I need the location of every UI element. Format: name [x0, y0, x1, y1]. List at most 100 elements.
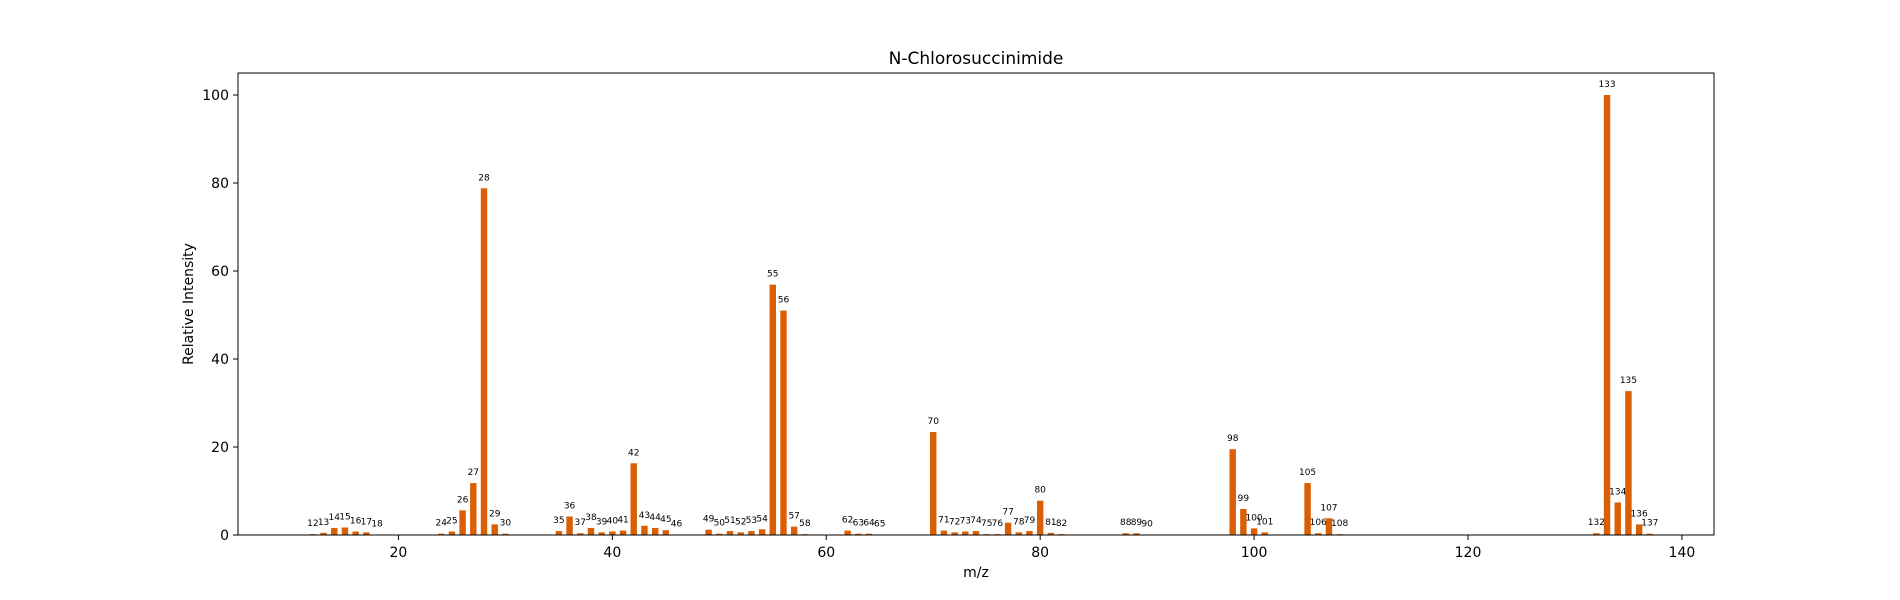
- bar-label-mz-40: 40: [607, 516, 619, 526]
- bar-mz-37: [577, 533, 584, 535]
- bar-mz-89: [1133, 533, 1140, 535]
- bar-mz-45: [662, 530, 670, 535]
- bar-mz-16: [352, 531, 359, 535]
- bar-mz-106: [1315, 533, 1322, 535]
- bar-mz-63: [855, 533, 862, 535]
- y-tick-label: 100: [202, 88, 229, 104]
- bar-mz-25: [448, 531, 456, 535]
- bar-label-mz-81: 81: [1045, 518, 1056, 528]
- bar-label-mz-14: 14: [329, 513, 341, 523]
- bar-label-mz-35: 35: [553, 516, 564, 526]
- bar-label-mz-39: 39: [596, 517, 608, 527]
- bar-label-mz-46: 46: [671, 520, 683, 530]
- bar-label-mz-28: 28: [478, 173, 490, 183]
- bar-label-mz-55: 55: [767, 270, 778, 280]
- bar-mz-13: [320, 532, 327, 535]
- bar-label-mz-74: 74: [970, 516, 982, 526]
- bar-mz-133: [1603, 95, 1611, 535]
- y-tick-label: 0: [220, 528, 229, 544]
- bar-label-mz-82: 82: [1056, 519, 1067, 529]
- bar-mz-134: [1614, 502, 1621, 535]
- x-tick-label: 140: [1669, 545, 1696, 561]
- bar-mz-79: [1026, 531, 1033, 535]
- bar-label-mz-56: 56: [778, 296, 790, 306]
- bar-mz-88: [1122, 533, 1129, 535]
- bar-label-mz-18: 18: [371, 520, 383, 530]
- bar-mz-101: [1261, 532, 1268, 535]
- bar-label-mz-99: 99: [1238, 494, 1250, 504]
- bar-mz-14: [331, 527, 338, 535]
- bar-label-mz-29: 29: [489, 509, 501, 519]
- bar-label-mz-17: 17: [361, 517, 372, 527]
- bar-label-mz-42: 42: [628, 448, 639, 458]
- bar-mz-28: [480, 188, 488, 535]
- y-tick-label: 20: [211, 440, 229, 456]
- bar-mz-26: [459, 510, 466, 535]
- bar-mz-54: [758, 529, 766, 535]
- bar-label-mz-90: 90: [1141, 520, 1153, 530]
- bar-label-mz-26: 26: [457, 495, 469, 505]
- bar-label-mz-88: 88: [1120, 518, 1132, 528]
- bar-label-mz-53: 53: [746, 516, 757, 526]
- bar-label-mz-98: 98: [1227, 434, 1239, 444]
- bar-label-mz-72: 72: [949, 517, 960, 527]
- bar-mz-105: [1304, 483, 1311, 535]
- bar-label-mz-106: 106: [1310, 518, 1327, 528]
- bar-label-mz-27: 27: [468, 468, 479, 478]
- plot-frame: [237, 72, 1715, 536]
- bar-mz-36: [566, 516, 573, 535]
- bar-label-mz-79: 79: [1024, 516, 1036, 526]
- bar-label-mz-13: 13: [318, 518, 329, 528]
- bar-mz-137: [1646, 533, 1654, 535]
- bar-label-mz-89: 89: [1131, 518, 1143, 528]
- y-axis-label: Relative Intensity: [181, 243, 197, 365]
- bar-mz-78: [1015, 532, 1022, 535]
- bar-mz-42: [630, 463, 637, 535]
- bar-label-mz-50: 50: [714, 519, 726, 529]
- bar-mz-44: [651, 527, 659, 535]
- bar-mz-100: [1250, 528, 1258, 535]
- bar-mz-74: [972, 531, 980, 535]
- bar-mz-51: [726, 531, 734, 535]
- bar-mz-132: [1593, 533, 1600, 535]
- bar-label-mz-52: 52: [735, 517, 746, 527]
- bar-mz-52: [737, 532, 744, 535]
- x-tick-label: 100: [1241, 545, 1268, 561]
- bar-mz-55: [769, 284, 776, 535]
- y-axis: 0 20 40 60 80 100: [202, 88, 238, 544]
- bar-mz-56: [780, 310, 787, 535]
- bar-label-mz-108: 108: [1331, 519, 1348, 529]
- bar-mz-29: [491, 524, 498, 535]
- bar-mz-41: [619, 530, 627, 535]
- bar-mz-15: [341, 527, 349, 535]
- bar-mz-50: [716, 533, 723, 535]
- bar-label-mz-16: 16: [350, 516, 362, 526]
- bar-mz-30: [502, 533, 509, 535]
- x-axis: 20 40 60 80 100 120 140: [390, 535, 1696, 561]
- bar-label-mz-75: 75: [981, 519, 992, 529]
- bar-label-mz-73: 73: [960, 516, 971, 526]
- bar-mz-80: [1036, 500, 1044, 535]
- bar-mz-72: [951, 532, 958, 535]
- bars-group: [309, 95, 1654, 535]
- bar-label-mz-101: 101: [1256, 517, 1273, 527]
- bar-mz-77: [1004, 522, 1012, 535]
- bar-mz-71: [940, 530, 948, 535]
- bar-label-mz-15: 15: [339, 513, 350, 523]
- bar-mz-24: [438, 533, 445, 535]
- bar-label-mz-78: 78: [1013, 517, 1025, 527]
- bar-label-mz-137: 137: [1641, 519, 1658, 529]
- bar-label-mz-24: 24: [435, 519, 447, 529]
- bar-label-mz-51: 51: [724, 516, 735, 526]
- bar-mz-99: [1240, 509, 1247, 535]
- bar-label-mz-58: 58: [799, 519, 811, 529]
- x-tick-label: 80: [1031, 545, 1049, 561]
- bar-label-mz-63: 63: [853, 519, 864, 529]
- bar-mz-135: [1625, 391, 1632, 535]
- bar-label-mz-37: 37: [575, 518, 586, 528]
- bar-mz-35: [555, 531, 563, 535]
- bar-label-mz-54: 54: [756, 514, 768, 524]
